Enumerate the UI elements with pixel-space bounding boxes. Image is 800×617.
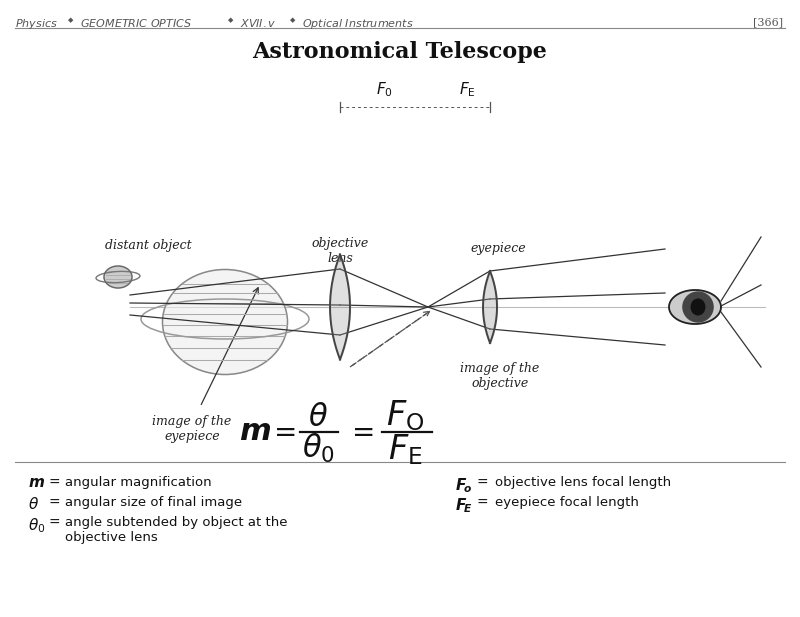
Text: $=$: $=$ — [346, 418, 374, 445]
Ellipse shape — [669, 290, 721, 324]
Text: $\boldsymbol{F}_{\!\boldsymbol{o}}$: $\boldsymbol{F}_{\!\boldsymbol{o}}$ — [455, 476, 473, 495]
Text: $\mathit{Physics}$: $\mathit{Physics}$ — [15, 17, 58, 31]
Text: $\boldsymbol{F}_{\!\boldsymbol{E}}$: $\boldsymbol{F}_{\!\boldsymbol{E}}$ — [455, 496, 473, 515]
Text: eyepiece: eyepiece — [470, 242, 526, 255]
Text: $\boldsymbol{m}$: $\boldsymbol{m}$ — [28, 476, 45, 490]
Text: =: = — [477, 476, 489, 490]
Text: Astronomical Telescope: Astronomical Telescope — [253, 41, 547, 63]
Text: $\theta$: $\theta$ — [28, 496, 39, 512]
Text: [366]: [366] — [753, 17, 783, 27]
Text: image of the
objective: image of the objective — [460, 362, 540, 390]
Text: $\mathit{GEOMETRIC\ OPTICS}$: $\mathit{GEOMETRIC\ OPTICS}$ — [80, 17, 192, 29]
Ellipse shape — [683, 292, 713, 322]
Text: angle subtended by object at the: angle subtended by object at the — [65, 516, 287, 529]
Text: $\theta_0$: $\theta_0$ — [302, 431, 334, 465]
Text: objective lens focal length: objective lens focal length — [495, 476, 671, 489]
Ellipse shape — [691, 299, 705, 315]
Text: $\theta_0$: $\theta_0$ — [28, 516, 46, 535]
Text: $F_0$: $F_0$ — [375, 80, 393, 99]
Text: $\theta$: $\theta$ — [308, 402, 328, 434]
Text: image of the
eyepiece: image of the eyepiece — [152, 415, 232, 443]
Text: objective lens: objective lens — [65, 531, 158, 544]
Text: $F_{\mathrm{E}}$: $F_{\mathrm{E}}$ — [388, 433, 422, 467]
Text: $\mathit{Optical\ Instruments}$: $\mathit{Optical\ Instruments}$ — [302, 17, 414, 31]
Text: ◆: ◆ — [290, 17, 295, 23]
Text: $=$: $=$ — [268, 418, 296, 445]
Text: $\mathit{XVII.v}$: $\mathit{XVII.v}$ — [240, 17, 277, 29]
Ellipse shape — [104, 266, 132, 288]
Ellipse shape — [162, 270, 287, 375]
Text: angular magnification: angular magnification — [65, 476, 212, 489]
Text: ◆: ◆ — [228, 17, 234, 23]
Text: $F_{\mathrm{O}}$: $F_{\mathrm{O}}$ — [386, 399, 424, 433]
Text: $F_{\mathrm{E}}$: $F_{\mathrm{E}}$ — [458, 80, 475, 99]
Text: angular size of final image: angular size of final image — [65, 496, 242, 509]
Text: objective
lens: objective lens — [311, 237, 369, 265]
Text: $\boldsymbol{m}$: $\boldsymbol{m}$ — [239, 416, 271, 447]
Text: =: = — [48, 516, 60, 530]
Text: =: = — [477, 496, 489, 510]
Text: =: = — [48, 476, 60, 490]
Text: =: = — [48, 496, 60, 510]
Text: ◆: ◆ — [68, 17, 74, 23]
Text: eyepiece focal length: eyepiece focal length — [495, 496, 639, 509]
Text: distant object: distant object — [105, 239, 191, 252]
